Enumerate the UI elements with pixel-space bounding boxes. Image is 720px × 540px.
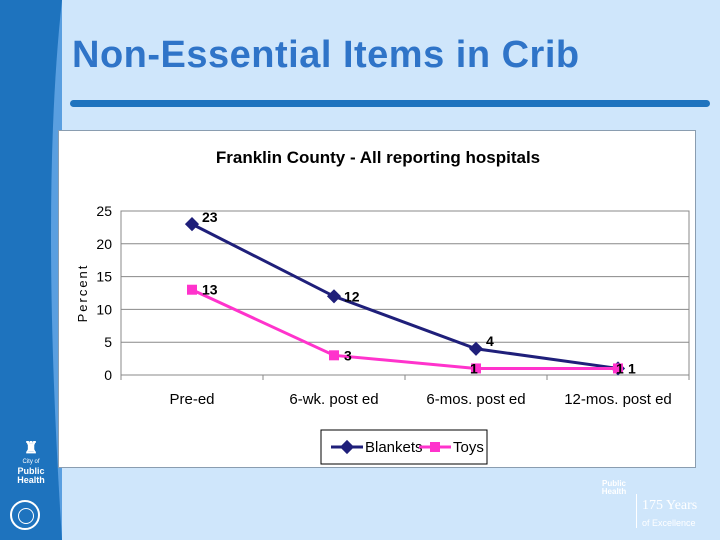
x-tick-label: 12-mos. post ed [564,391,672,408]
logo-line: Public [17,466,45,476]
title-divider [70,100,710,107]
chart-title: Franklin County - All reporting hospital… [216,148,540,167]
data-point-blankets [184,217,200,232]
y-tick-label: 10 [96,301,112,317]
legend-marker-blankets [339,439,355,455]
data-label-blankets: 12 [344,288,360,304]
series-line-toys [191,288,618,370]
footer-logo: Public Health 175 Years of Excellence [596,480,716,532]
data-point-toys [471,363,481,374]
data-label-toys: 3 [344,347,352,363]
y-tick-label: 5 [104,334,112,350]
public-health-logo-left: ♜ City of Public Health [6,440,56,485]
line-chart: Franklin County - All reporting hospital… [75,148,690,465]
data-point-blankets [326,289,342,304]
footer-logo-separator [636,494,637,528]
x-tick-label: 6-mos. post ed [426,391,525,408]
y-tick-label: 15 [96,269,112,285]
data-label-blankets: 23 [202,209,218,225]
logo-line: City of [22,459,40,465]
data-point-toys [613,363,623,374]
y-tick-label: 0 [104,367,112,383]
y-tick-label: 20 [96,236,112,252]
slide-title: Non-Essential Items in Crib [72,34,580,76]
sidebar-band: ♜ City of Public Health [0,0,62,540]
legend-label-toys: Toys [453,439,484,456]
legend-label-blankets: Blankets [365,439,423,456]
x-tick-label: Pre-ed [169,391,214,408]
data-label-blankets: 4 [486,333,494,349]
chart-panel: Franklin County - All reporting hospital… [58,130,696,468]
series-line-blankets [191,222,619,370]
data-point-toys [187,284,197,295]
y-tick-label: 25 [96,203,112,219]
footer-logo-mark: Public Health [601,479,627,496]
data-label-blankets: 1 [628,360,636,376]
city-seal-icon [10,500,40,530]
legend-marker-toys [430,442,440,452]
data-label-toys: 13 [202,282,218,298]
data-label-toys: 1 [470,360,478,376]
logo-line: Health [17,475,45,485]
footer-logo-tagline: of Excellence [642,518,696,528]
x-tick-label: 6-wk. post ed [289,391,378,408]
data-point-toys [329,350,339,361]
footer-logo-years: 175 Years [642,498,698,513]
data-point-blankets [468,341,484,356]
chart-legend: Blankets Toys [320,429,488,465]
data-label-toys: 1 [616,360,624,376]
y-axis-label: Percent [75,264,90,323]
